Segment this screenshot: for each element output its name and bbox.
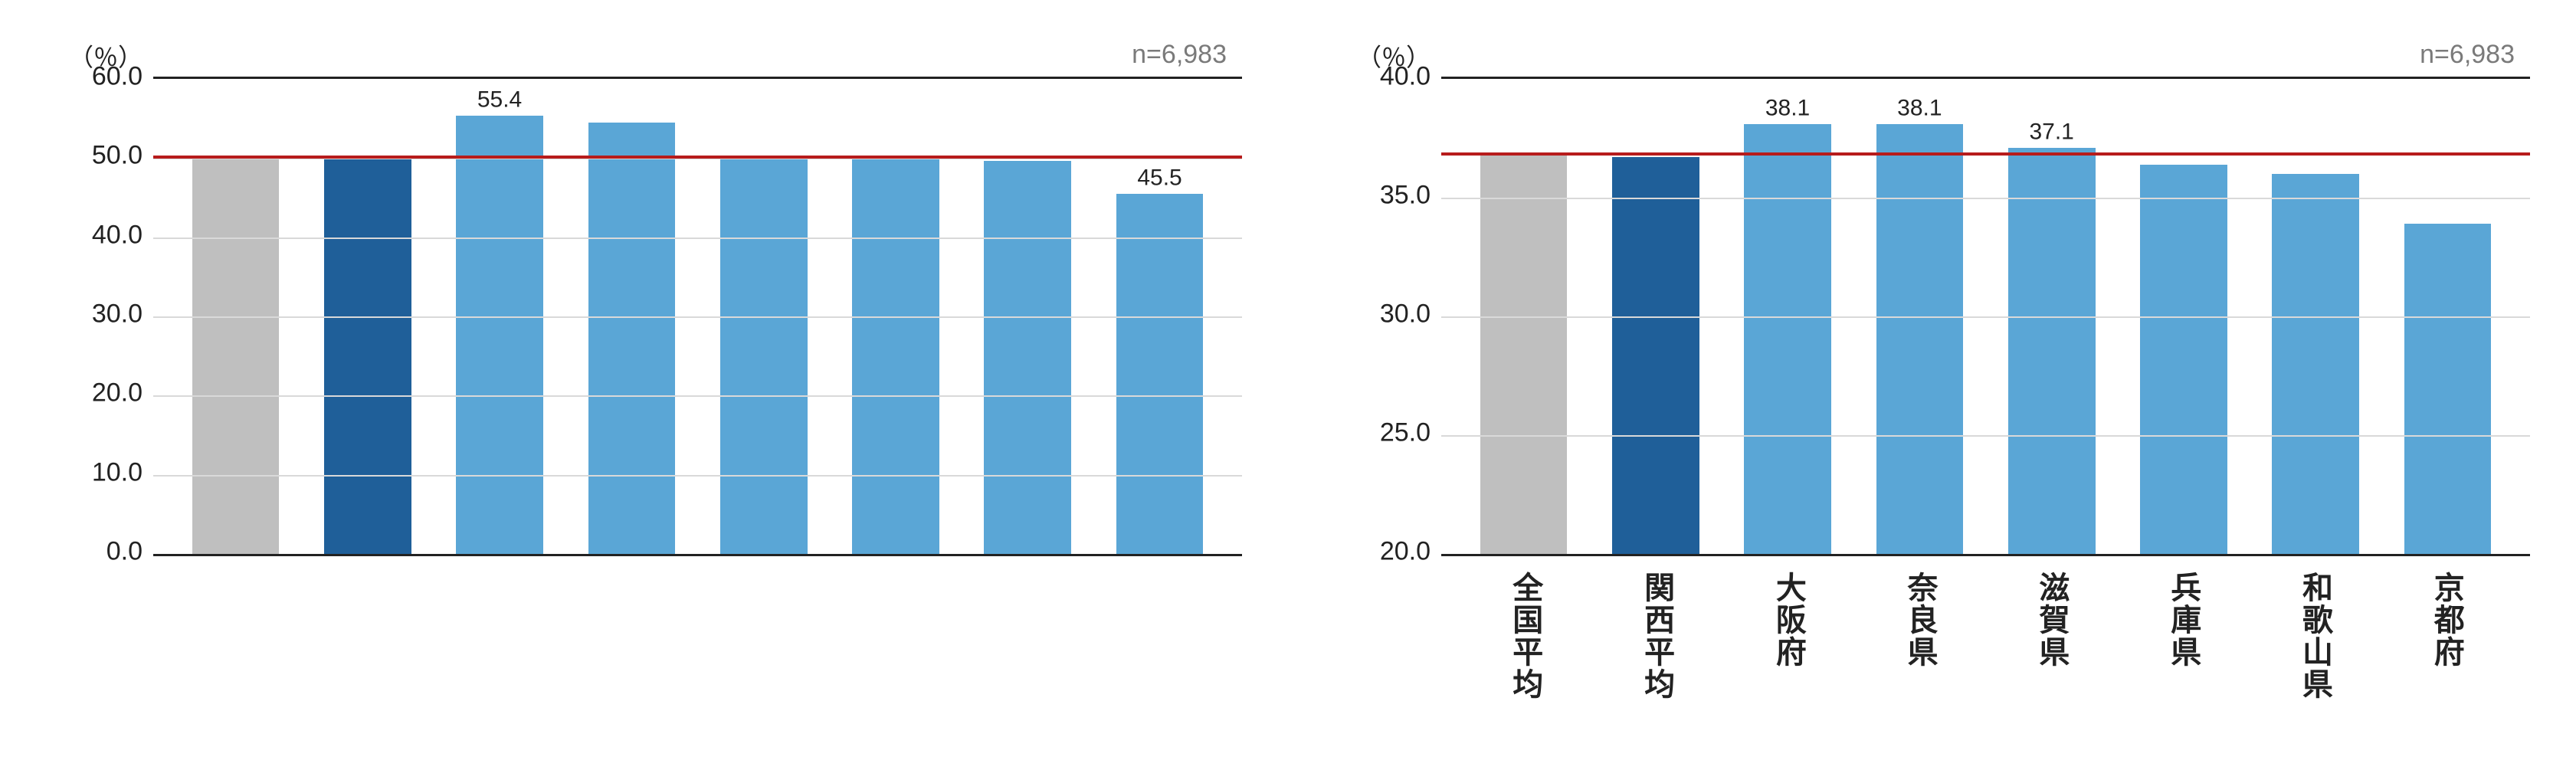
gridline <box>1441 198 2530 199</box>
x-label: 京都府 <box>2424 561 2469 760</box>
value-label: 45.5 <box>1137 165 1181 191</box>
bar <box>1116 194 1204 554</box>
x-slot <box>829 561 961 760</box>
y-tick-label: 10.0 <box>92 457 143 487</box>
value-label: 38.1 <box>1765 95 1810 121</box>
x-label: 兵庫県 <box>2161 561 2205 760</box>
bar <box>588 123 676 554</box>
bar <box>1744 124 1831 554</box>
x-slot <box>171 561 303 760</box>
left-y-axis: 0.010.020.030.040.050.060.0 <box>46 77 153 552</box>
x-label: 奈良県 <box>1898 561 1942 760</box>
x-label: 大阪府 <box>1766 561 1811 760</box>
y-tick-label: 25.0 <box>1380 418 1431 448</box>
x-slot <box>1093 561 1224 760</box>
y-tick-label: 60.0 <box>92 62 143 92</box>
left-plot-row: 0.010.020.030.040.050.060.0 55.445.5 <box>46 77 1242 561</box>
y-tick-label: 50.0 <box>92 141 143 171</box>
x-slot <box>303 561 434 760</box>
bar <box>2404 224 2492 554</box>
right-chart-panel: （％） n=6,983 20.025.030.035.040.0 38.138.… <box>1334 31 2530 760</box>
gridline <box>1441 316 2530 318</box>
bar <box>2140 165 2227 554</box>
x-label: 関西平均 <box>1634 561 1679 760</box>
left-plot-area: 55.4 45.5 <box>153 77 1242 556</box>
x-slot <box>961 561 1093 760</box>
bar <box>720 156 808 554</box>
gridline <box>1441 435 2530 437</box>
x-slot <box>434 561 566 760</box>
x-slot <box>566 561 698 760</box>
y-tick-label: 20.0 <box>92 378 143 408</box>
bar <box>456 116 543 554</box>
x-slot: 全国平均 <box>1459 561 1591 760</box>
x-slot: 和歌山県 <box>2249 561 2381 760</box>
y-tick-label: 0.0 <box>107 537 143 567</box>
x-slot <box>698 561 830 760</box>
right-x-axis: 全国平均 関西平均 大阪府 奈良県 滋賀県 兵庫県 和歌山県 京都府 <box>1441 561 2530 760</box>
right-chart-header: （％） n=6,983 <box>1441 31 2530 77</box>
x-slot: 滋賀県 <box>1986 561 2118 760</box>
bar <box>1612 157 1699 554</box>
bar <box>1480 152 1568 554</box>
bar <box>984 161 1071 554</box>
x-slot: 奈良県 <box>1854 561 1986 760</box>
left-chart-header: （％） n=6,983 <box>153 31 1242 77</box>
y-tick-label: 30.0 <box>1380 300 1431 329</box>
gridline <box>153 395 1242 397</box>
x-slot: 兵庫県 <box>2117 561 2249 760</box>
gridline <box>153 475 1242 477</box>
x-label: 全国平均 <box>1503 561 1547 760</box>
reference-line <box>153 156 1242 159</box>
value-label: 38.1 <box>1897 95 1942 121</box>
charts-row: （％） n=6,983 0.010.020.030.040.050.060.0 … <box>0 0 2576 760</box>
y-tick-label: 40.0 <box>1380 62 1431 92</box>
value-label: 37.1 <box>2029 119 2073 145</box>
bar <box>324 156 411 554</box>
gridline <box>153 238 1242 239</box>
right-n-label: n=6,983 <box>2420 40 2515 70</box>
value-label: 55.4 <box>477 87 522 113</box>
right-y-axis: 20.025.030.035.040.0 <box>1334 77 1441 552</box>
bar <box>192 156 280 554</box>
bar <box>852 157 939 554</box>
left-chart-panel: （％） n=6,983 0.010.020.030.040.050.060.0 … <box>46 31 1242 760</box>
left-x-axis <box>153 561 1242 760</box>
bar <box>2272 174 2359 554</box>
y-tick-label: 30.0 <box>92 300 143 329</box>
right-plot-area: 38.1 38.1 37.1 <box>1441 77 2530 556</box>
y-tick-label: 35.0 <box>1380 181 1431 211</box>
bar <box>1876 124 1964 554</box>
gridline <box>153 316 1242 318</box>
x-slot: 大阪府 <box>1722 561 1854 760</box>
left-n-label: n=6,983 <box>1132 40 1227 70</box>
reference-line <box>1441 152 2530 156</box>
x-label: 和歌山県 <box>2293 561 2337 760</box>
y-tick-label: 40.0 <box>92 220 143 250</box>
bar <box>2008 148 2096 554</box>
x-label: 滋賀県 <box>2029 561 2073 760</box>
right-plot-row: 20.025.030.035.040.0 38.138.137.1 <box>1334 77 2530 561</box>
y-tick-label: 20.0 <box>1380 537 1431 567</box>
x-slot: 関西平均 <box>1591 561 1722 760</box>
x-slot: 京都府 <box>2381 561 2512 760</box>
